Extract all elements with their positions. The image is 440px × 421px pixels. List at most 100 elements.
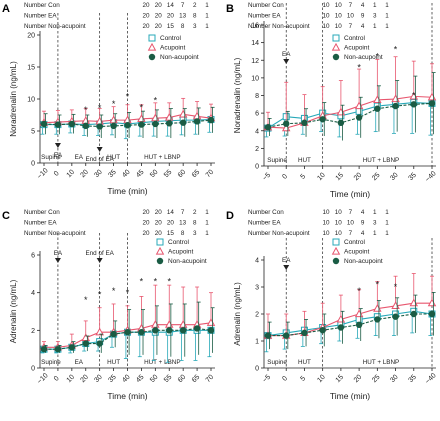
significance-star-a: * xyxy=(98,103,102,113)
y-tick-label-c: 6 xyxy=(31,253,35,260)
panel-letter-d: D xyxy=(226,210,234,222)
x-tick-label-a: 35 xyxy=(107,169,118,180)
data-point-nonacupoint-c xyxy=(96,340,103,347)
phase-label-c: HUT + LBNP xyxy=(144,359,180,366)
data-point-nonacupoint-c xyxy=(54,345,62,353)
series-line-acupoint-d xyxy=(268,302,432,337)
count-value-non-c: 8 xyxy=(181,230,185,237)
count-value-con-b: 10 xyxy=(322,2,330,9)
count-label-non-c: Number Non-acupoint xyxy=(24,230,86,237)
y-axis-title-c: Adrenalin (ng/mL) xyxy=(9,279,18,343)
count-value-non-a: 1 xyxy=(205,23,209,30)
phase-label-d: HUT + LBNP xyxy=(363,359,399,366)
y-tick-label-b: 6 xyxy=(255,111,259,118)
data-point-nonacupoint-a xyxy=(166,120,173,127)
y-tick-label-b: 0 xyxy=(255,164,259,171)
x-tick-label-c: 60 xyxy=(177,374,188,385)
count-value-con-a: 20 xyxy=(155,2,163,9)
count-value-con-d: 4 xyxy=(361,209,365,216)
significance-star-c: * xyxy=(84,295,88,305)
count-value-con-a: 7 xyxy=(181,2,185,9)
data-point-nonacupoint-b xyxy=(355,114,363,121)
y-tick-label-d: 4 xyxy=(255,258,259,265)
x-tick-label-d: 25 xyxy=(371,374,382,385)
data-point-nonacupoint-b xyxy=(392,102,399,110)
data-point-acupoint-c xyxy=(206,318,216,326)
significance-star-a: * xyxy=(126,91,130,101)
x-tick-label-b: −40 xyxy=(424,170,437,183)
count-value-ea-a: 13 xyxy=(179,13,187,20)
y-tick-label-a: 0 xyxy=(31,161,35,168)
legend-marker-nonacupoint-c xyxy=(156,257,164,265)
x-tick-label-a: 55 xyxy=(163,169,174,180)
data-point-nonacupoint-a xyxy=(152,120,159,128)
significance-star-a: * xyxy=(140,102,144,112)
count-value-non-d: 10 xyxy=(335,230,343,237)
count-value-con-c: 14 xyxy=(167,209,175,216)
count-value-non-b: 4 xyxy=(361,23,365,30)
x-tick-label-d: 10 xyxy=(316,374,327,385)
series-line-control-b xyxy=(267,101,433,129)
data-point-nonacupoint-b xyxy=(410,101,417,108)
count-value-con-d: 1 xyxy=(373,209,377,216)
x-tick-label-b: 35 xyxy=(407,172,418,183)
count-value-con-a: 14 xyxy=(167,2,175,9)
marker-arrow-d xyxy=(283,265,290,270)
count-value-con-c: 20 xyxy=(142,209,150,216)
x-tick-label-a: 40 xyxy=(121,169,132,180)
data-point-nonacupoint-c xyxy=(82,340,89,347)
y-tick-label-b: 4 xyxy=(255,128,259,135)
data-point-nonacupoint-a xyxy=(179,119,187,126)
data-point-nonacupoint-d xyxy=(392,313,399,320)
x-tick-label-b: 15 xyxy=(335,172,346,183)
data-point-nonacupoint-c xyxy=(207,327,215,334)
data-point-nonacupoint-d xyxy=(283,332,290,339)
marker-label-c: EA xyxy=(54,250,63,257)
x-tick-label-a: 20 xyxy=(79,169,90,180)
x-tick-label-a: 0 xyxy=(53,170,61,178)
significance-star-b: * xyxy=(357,62,361,72)
data-point-control-b xyxy=(355,107,363,115)
data-point-nonacupoint-b xyxy=(283,120,290,127)
legend-label-control-b: Control xyxy=(344,35,366,42)
x-tick-label-c: 50 xyxy=(149,374,160,385)
data-point-nonacupoint-c xyxy=(179,327,187,334)
count-value-non-d: 7 xyxy=(349,230,353,237)
count-label-con-d: Number Con xyxy=(248,209,284,216)
data-point-nonacupoint-d xyxy=(374,316,381,323)
x-tick-label-d: 0 xyxy=(281,375,289,383)
count-value-non-a: 20 xyxy=(155,23,163,30)
x-tick-label-c: 35 xyxy=(107,374,118,385)
marker-label-b: EA xyxy=(282,51,291,58)
marker-label-a: End of EA xyxy=(85,156,114,163)
y-tick-label-b: 10 xyxy=(251,75,259,82)
data-point-nonacupoint-b xyxy=(374,105,381,112)
data-point-nonacupoint-a xyxy=(207,116,215,124)
data-point-nonacupoint-b xyxy=(319,116,326,123)
count-value-non-a: 8 xyxy=(181,23,185,30)
legend-label-control-a: Control xyxy=(160,35,182,42)
data-point-control-d xyxy=(355,315,363,323)
count-value-ea-b: 9 xyxy=(361,13,365,20)
count-value-ea-d: 10 xyxy=(322,220,330,227)
phase-label-c: EA xyxy=(75,359,84,366)
data-point-nonacupoint-a xyxy=(40,120,48,128)
x-tick-label-a: 70 xyxy=(205,169,216,180)
x-tick-label-d: 5 xyxy=(300,375,308,383)
legend-marker-control-d xyxy=(332,238,340,246)
count-value-con-b: 4 xyxy=(361,2,365,9)
x-tick-label-b: 10 xyxy=(316,172,327,183)
panel-letter-a: A xyxy=(2,3,10,15)
count-label-con-b: Number Con xyxy=(248,2,284,9)
y-axis-title-b: Noradrenalin (ng/mL) xyxy=(233,57,242,133)
count-value-ea-c: 20 xyxy=(155,220,163,227)
y-tick-label-b: 12 xyxy=(251,58,259,65)
x-tick-label-b: 30 xyxy=(389,172,400,183)
count-value-con-b: 7 xyxy=(349,2,353,9)
x-tick-label-d: −5 xyxy=(262,374,273,385)
x-tick-label-d: −40 xyxy=(424,372,437,385)
count-value-con-b: 1 xyxy=(373,2,377,9)
phase-label-c: HUT xyxy=(107,359,120,366)
x-tick-label-c: −10 xyxy=(36,372,49,385)
